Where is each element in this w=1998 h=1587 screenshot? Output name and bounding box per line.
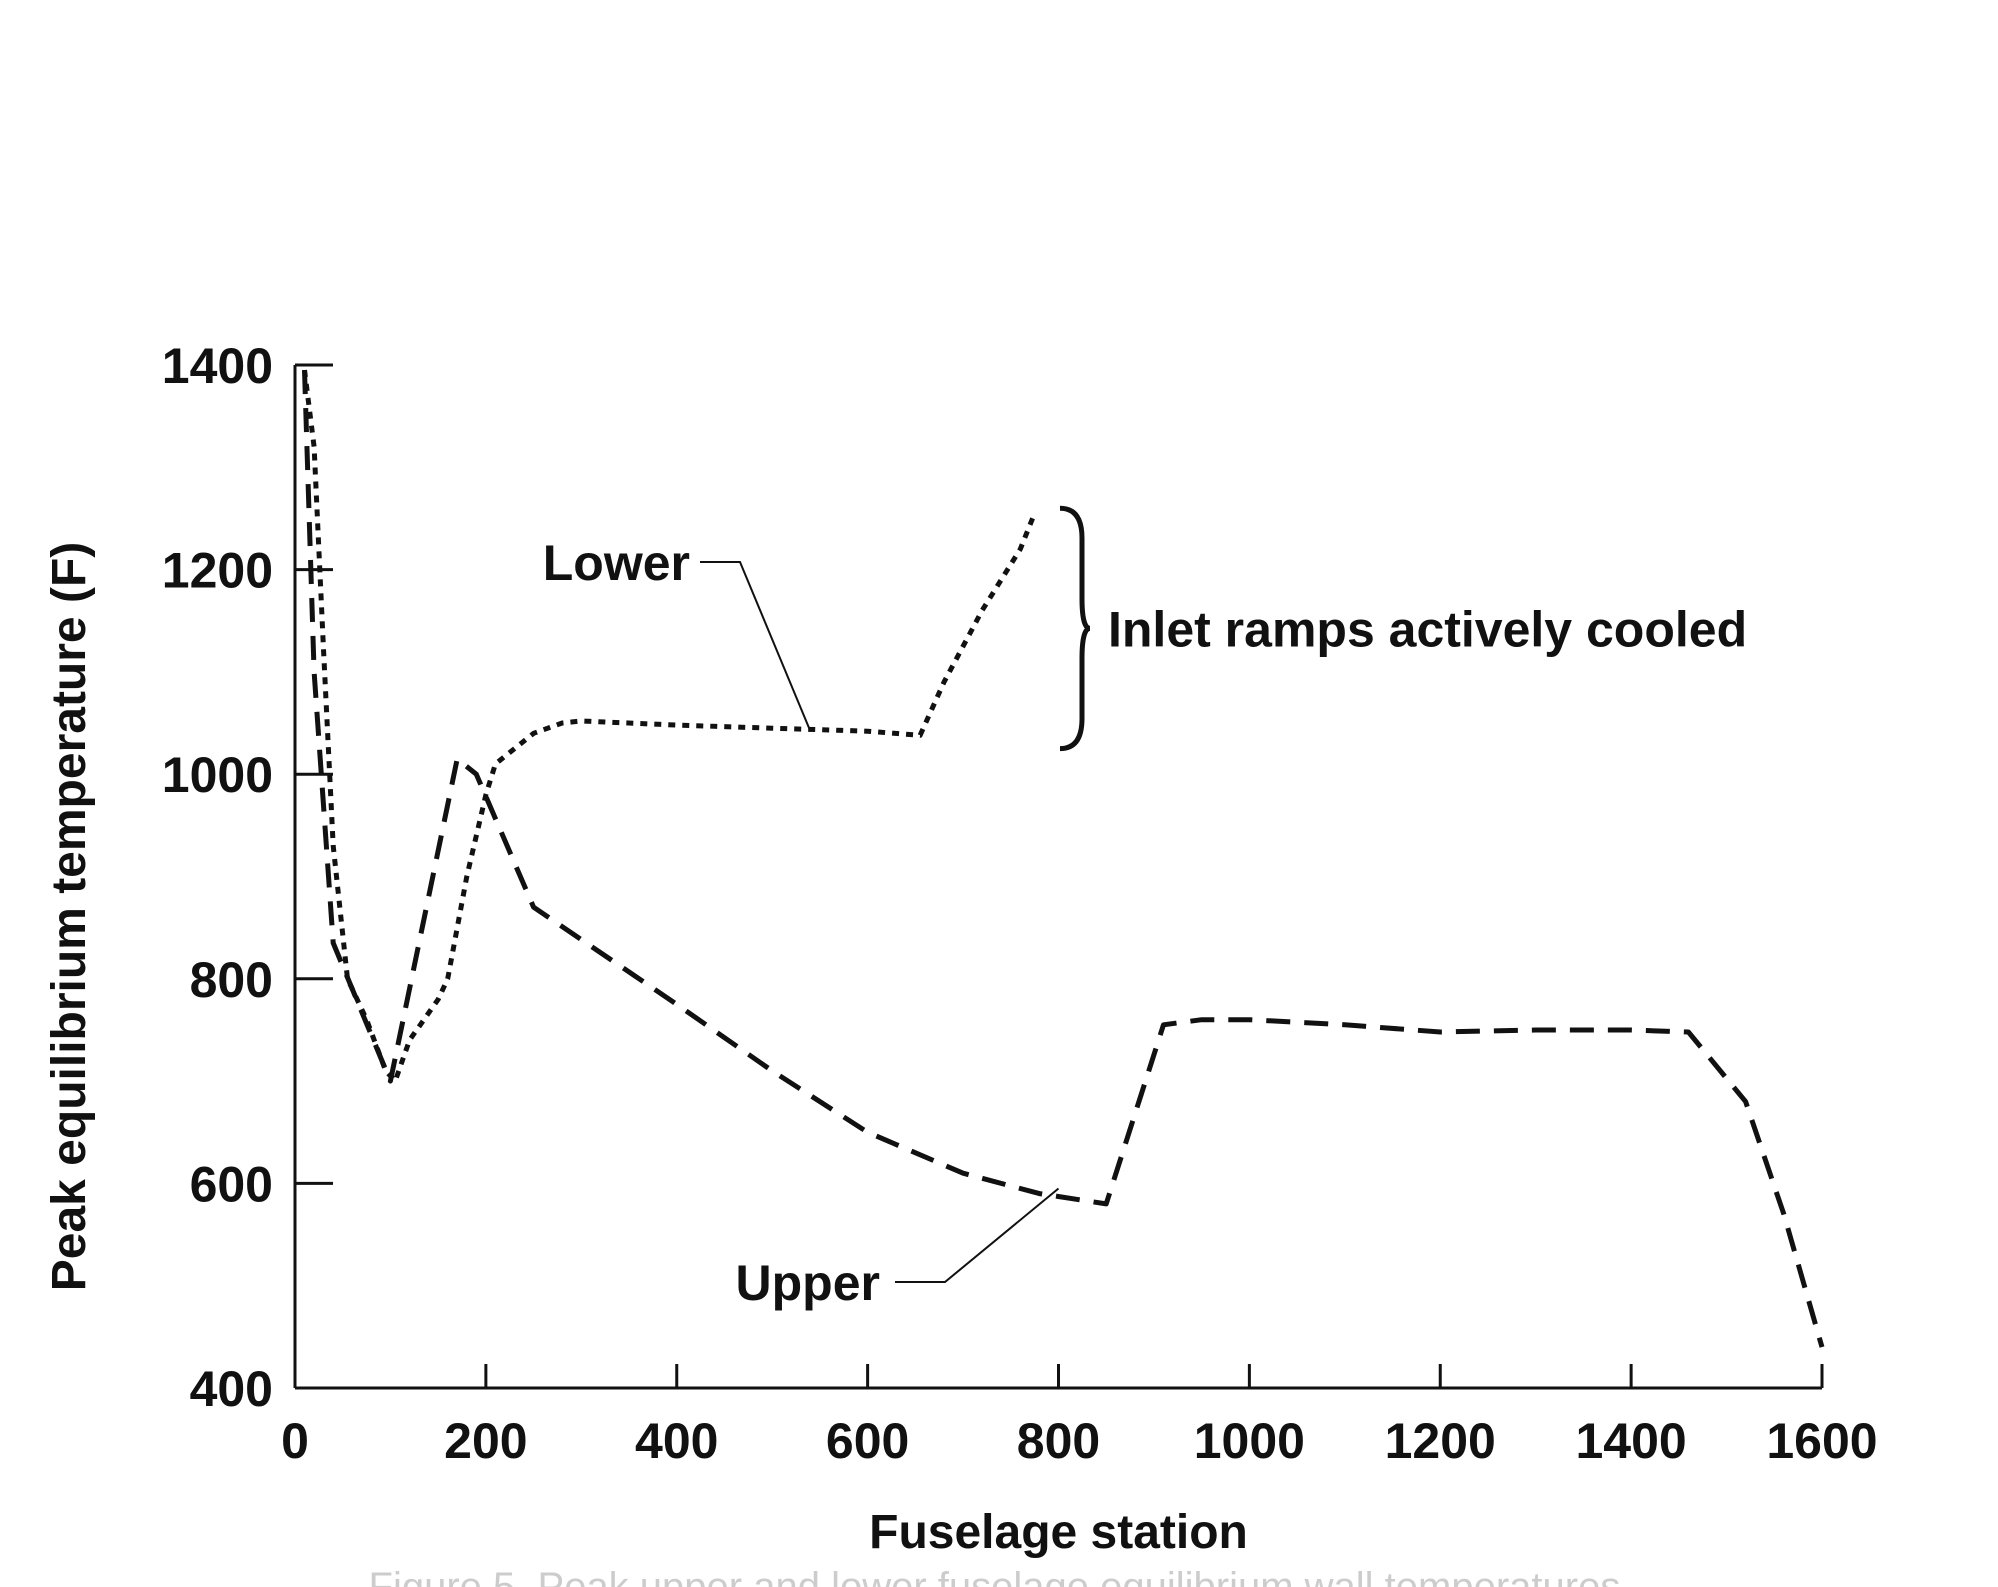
y-tick-label: 400 (190, 1361, 273, 1417)
x-tick-label: 1000 (1194, 1413, 1305, 1469)
curly-brace (1059, 505, 1091, 752)
x-tick-label: 600 (826, 1413, 909, 1469)
x-tick-label: 1400 (1576, 1413, 1687, 1469)
annotation-inlet-ramps: Inlet ramps actively cooled (1108, 601, 1747, 657)
x-tick-label: 1600 (1766, 1413, 1877, 1469)
y-tick-label: 600 (190, 1156, 273, 1212)
chart-annotations: Lower Upper Inlet ramps actively cooled (543, 505, 1747, 1311)
x-tick-label: 800 (1017, 1413, 1100, 1469)
leader-line-lower (700, 561, 812, 732)
y-tick-label: 1400 (162, 338, 273, 394)
x-tick-label: 400 (635, 1413, 718, 1469)
x-tick-label: 200 (444, 1413, 527, 1469)
y-tick-label: 800 (190, 952, 273, 1008)
series-label-lower: Lower (543, 535, 690, 591)
x-axis-title: Fuselage station (869, 1506, 1248, 1559)
leader-line-upper (895, 1187, 1060, 1283)
chart-axes: 0 200 400 600 800 1000 1200 1400 1600 400 600 800 10… (162, 338, 1878, 1469)
series-line-upper (302, 370, 1825, 1348)
y-tick-label: 1000 (162, 747, 273, 803)
y-axis-title: Peak equilibrium temperature (F) (43, 542, 96, 1292)
x-tick-label: 0 (281, 1413, 309, 1469)
series-label-upper: Upper (736, 1255, 880, 1311)
series-line-lower (302, 369, 1037, 1084)
figure-caption: Figure 5. Peak upper and lower fuselage … (369, 1565, 1632, 1587)
chart-series (302, 369, 1825, 1348)
y-tick-label: 1200 (162, 543, 273, 599)
x-tick-label: 1200 (1385, 1413, 1496, 1469)
